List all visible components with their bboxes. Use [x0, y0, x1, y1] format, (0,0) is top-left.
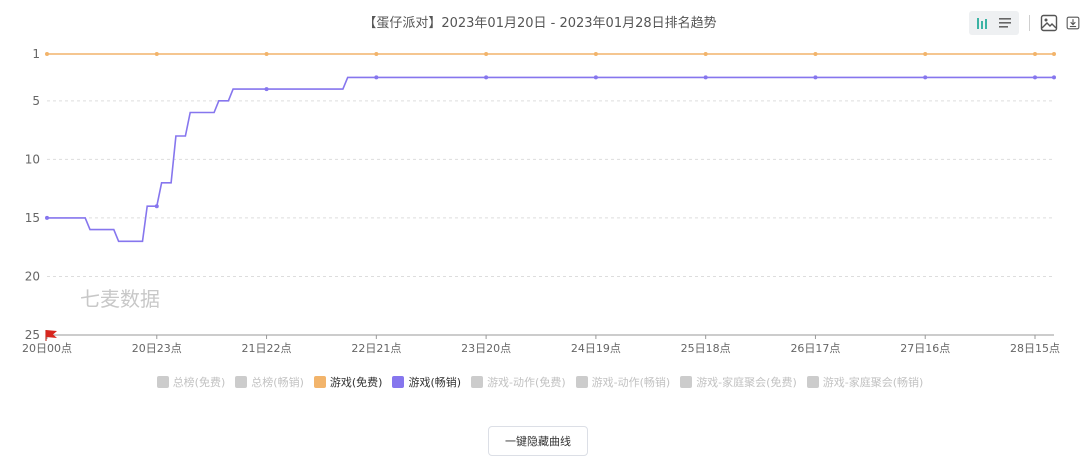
legend-label: 总榜(免费) [172, 376, 226, 389]
data-point[interactable] [154, 204, 159, 209]
legend-swatch [575, 376, 588, 388]
x-tick-label: 24日19点 [571, 342, 621, 355]
data-point[interactable] [703, 75, 708, 80]
legend-swatch [680, 376, 693, 388]
legend-swatch [313, 376, 326, 388]
x-tick-label: 23日20点 [461, 342, 511, 355]
data-point[interactable] [1052, 75, 1056, 80]
x-tick-label: 21日22点 [242, 342, 292, 355]
data-point[interactable] [374, 52, 379, 56]
legend-item[interactable]: 游戏(免费) [313, 374, 383, 390]
legend-item[interactable]: 游戏(畅销) [392, 374, 461, 390]
legend-swatch [392, 376, 405, 388]
data-point[interactable] [45, 215, 49, 220]
y-tick-label: 5 [32, 94, 40, 108]
y-tick-label: 25 [25, 328, 40, 342]
watermark-text: 七麦数据 [80, 287, 160, 311]
image-icon[interactable] [1038, 12, 1060, 34]
data-point[interactable] [374, 75, 379, 80]
data-point[interactable] [154, 52, 159, 56]
y-tick-label: 10 [25, 152, 40, 166]
x-tick-label: 25日18点 [681, 342, 731, 355]
data-point[interactable] [593, 75, 598, 80]
x-tick-label: 26日17点 [790, 342, 840, 355]
legend-item[interactable]: 游戏-动作(畅销) [575, 374, 671, 390]
x-tick-label: 20日00点 [22, 342, 72, 355]
legend-label: 游戏(免费) [329, 376, 383, 389]
chart-toolbar [969, 10, 1080, 36]
data-point[interactable] [923, 75, 928, 80]
series-line-2[interactable] [47, 76, 1054, 243]
y-tick-label: 20 [25, 269, 40, 283]
x-tick-label: 22日21点 [351, 342, 401, 355]
data-point[interactable] [264, 52, 269, 56]
series-lines [45, 52, 1056, 243]
data-point[interactable] [45, 52, 49, 56]
legend-label: 游戏-动作(畅销) [591, 376, 671, 389]
legend-item[interactable]: 游戏-动作(免费) [471, 374, 566, 390]
chart-type-toggle [969, 11, 1019, 35]
legend-item[interactable]: 总榜(免费) [156, 374, 226, 390]
data-point[interactable] [484, 75, 489, 80]
legend-label: 游戏-动作(免费) [487, 376, 566, 389]
data-point[interactable] [484, 52, 489, 56]
data-point[interactable] [703, 52, 708, 56]
data-point[interactable] [813, 52, 818, 56]
bar-chart-icon[interactable] [972, 12, 994, 34]
legend-label: 游戏-家庭聚会(畅销) [822, 376, 924, 389]
legend-swatch [806, 376, 819, 388]
data-point[interactable] [1052, 52, 1056, 56]
legend-item[interactable]: 总榜(畅销) [235, 374, 304, 390]
x-tick-label: 28日15点 [1010, 342, 1060, 355]
data-point[interactable] [264, 87, 269, 92]
y-tick-label: 15 [25, 211, 40, 225]
grid-lines [47, 53, 1054, 277]
flag-icon[interactable] [45, 330, 57, 341]
legend-label: 游戏-家庭聚会(免费) [696, 376, 797, 389]
legend-item[interactable]: 游戏-家庭聚会(免费) [680, 374, 797, 390]
data-point[interactable] [1033, 52, 1037, 56]
legend-label: 总榜(畅销) [251, 376, 304, 389]
download-icon[interactable] [1066, 12, 1080, 34]
legend-swatch [156, 376, 169, 388]
data-point[interactable] [813, 75, 818, 80]
data-point[interactable] [593, 52, 598, 56]
legend-item[interactable]: 游戏-家庭聚会(畅销) [806, 374, 924, 390]
legend-label: 游戏(畅销) [408, 376, 462, 389]
data-point[interactable] [1033, 75, 1037, 80]
toolbar-divider [1029, 15, 1030, 31]
y-tick-label: 1 [32, 47, 40, 61]
legend-swatch [235, 376, 248, 388]
x-tick-label: 20日23点 [132, 342, 182, 355]
data-point[interactable] [923, 52, 928, 56]
legend: 总榜(免费) 总榜(畅销) 游戏(免费) 游戏(畅销) 游戏-动作(免费) 游戏-动作(畅… [0, 374, 1080, 390]
x-tick-label: 27日16点 [900, 342, 950, 355]
list-icon[interactable] [994, 12, 1016, 34]
legend-swatch [471, 376, 484, 388]
chart-title: 【蛋仔派对】2023年01月20日 - 2023年01月28日排名趋势 [363, 16, 717, 31]
hide-all-lines-button[interactable]: 一键隐藏曲线 [488, 426, 588, 456]
